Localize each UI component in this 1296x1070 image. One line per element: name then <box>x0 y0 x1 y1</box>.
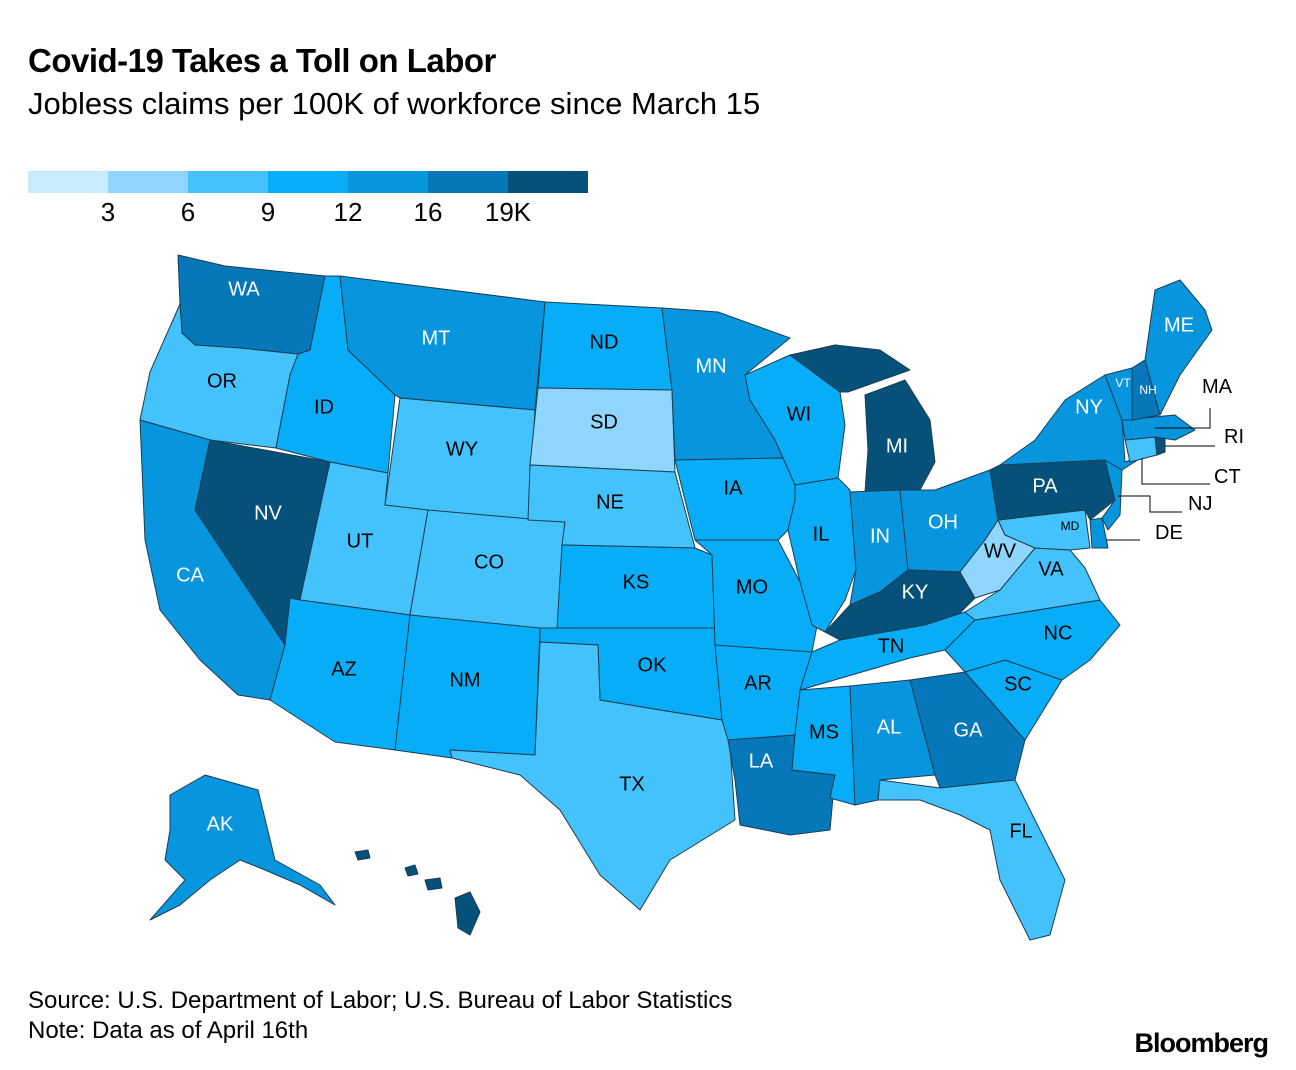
label-id: ID <box>314 396 334 418</box>
source-note: Source: U.S. Department of Labor; U.S. B… <box>28 987 733 1014</box>
legend-swatch-2 <box>188 171 268 193</box>
legend-tick-16: 16 <box>413 197 443 227</box>
label-nv: NV <box>254 502 282 524</box>
label-in: IN <box>870 525 890 547</box>
label-tn: TN <box>878 635 905 657</box>
label-ok: OK <box>638 654 668 676</box>
legend-swatch-4 <box>348 171 428 193</box>
legend-bar <box>28 171 588 193</box>
label-md: MD <box>1061 519 1080 533</box>
label-ut: UT <box>347 530 374 552</box>
label-vt: VT <box>1115 376 1131 390</box>
label-wa: WA <box>228 278 260 300</box>
label-wv: WV <box>984 540 1017 562</box>
label-la: LA <box>749 750 774 772</box>
label-fl: FL <box>1009 820 1032 842</box>
label-al: AL <box>877 716 901 738</box>
chart-subtitle: Jobless claims per 100K of workforce sin… <box>28 86 761 121</box>
label-va: VA <box>1038 558 1064 580</box>
state-labels: WA OR CA NV ID MT WY UT CO AZ NM ND SD N… <box>176 278 1194 842</box>
legend-swatch-1 <box>108 171 188 193</box>
label-sc: SC <box>1004 673 1032 695</box>
callout-label-de: DE <box>1155 522 1183 544</box>
us-choropleth-map: WA OR CA NV ID MT WY UT CO AZ NM ND SD N… <box>0 240 1296 970</box>
legend-tick-9: 9 <box>260 197 276 227</box>
state-ct[interactable] <box>1124 436 1158 463</box>
state-hi[interactable] <box>354 849 481 936</box>
label-ny: NY <box>1075 396 1103 418</box>
label-ca: CA <box>176 564 204 586</box>
label-nc: NC <box>1044 622 1073 644</box>
legend-swatch-3 <box>268 171 348 193</box>
label-mn: MN <box>695 355 726 377</box>
label-wi: WI <box>787 403 811 425</box>
callout-label-ct: CT <box>1214 466 1241 488</box>
state-wa[interactable] <box>177 254 326 355</box>
state-de[interactable] <box>1089 517 1109 549</box>
label-ne: NE <box>596 491 624 513</box>
label-oh: OH <box>928 511 958 533</box>
leader-ct <box>1141 458 1210 485</box>
legend-swatch-0 <box>28 171 108 193</box>
callout-label-ma: MA <box>1202 376 1233 398</box>
state-tx[interactable] <box>449 641 736 911</box>
bloomberg-logo: Bloomberg <box>1134 1028 1269 1058</box>
legend-tick-19k: 19K <box>484 197 532 227</box>
label-ak: AK <box>207 813 234 835</box>
state-mi[interactable] <box>789 344 936 493</box>
chart-title: Covid-19 Takes a Toll on Labor <box>28 42 496 79</box>
label-nd: ND <box>590 331 619 353</box>
legend-ticks: 3 6 9 12 16 19K <box>28 197 588 227</box>
label-co: CO <box>474 551 504 573</box>
label-ky: KY <box>902 581 929 603</box>
label-nh: NH <box>1139 383 1156 397</box>
label-il: IL <box>813 523 830 545</box>
footer: Source: U.S. Department of Labor; U.S. B… <box>28 986 732 1046</box>
callout-leaders <box>1106 408 1215 541</box>
label-nm: NM <box>449 669 480 691</box>
label-ia: IA <box>724 477 744 499</box>
legend-tick-6: 6 <box>180 197 196 227</box>
label-mo: MO <box>736 576 768 598</box>
callout-labels: MA RI CT NJ DE <box>1155 376 1244 544</box>
callout-label-nj: NJ <box>1188 493 1212 515</box>
state-fl[interactable] <box>877 779 1066 941</box>
map-svg: WA OR CA NV ID MT WY UT CO AZ NM ND SD N… <box>139 254 1244 941</box>
leader-ma <box>1155 408 1211 429</box>
state-ri[interactable] <box>1154 436 1166 456</box>
data-date-note: Note: Data as of April 16th <box>28 1017 309 1044</box>
state-wy[interactable] <box>384 397 536 526</box>
label-mi: MI <box>886 435 908 457</box>
label-ks: KS <box>623 571 650 593</box>
legend-tick-12: 12 <box>333 197 363 227</box>
label-ms: MS <box>809 721 839 743</box>
label-az: AZ <box>331 658 357 680</box>
label-or: OR <box>207 370 237 392</box>
state-ny[interactable] <box>999 374 1151 471</box>
label-ga: GA <box>954 719 984 741</box>
legend-tick-3: 3 <box>100 197 116 227</box>
label-tx: TX <box>619 773 645 795</box>
state-me[interactable] <box>1144 279 1213 416</box>
leader-nj <box>1118 495 1182 513</box>
label-pa: PA <box>1032 475 1058 497</box>
label-me: ME <box>1164 314 1194 336</box>
legend-swatch-6 <box>508 171 588 193</box>
state-ak[interactable] <box>149 774 336 921</box>
color-legend: 3 6 9 12 16 19K <box>28 171 588 231</box>
callout-label-ri: RI <box>1224 426 1244 448</box>
label-sd: SD <box>590 411 618 433</box>
label-ar: AR <box>744 672 772 694</box>
legend-swatch-5 <box>428 171 508 193</box>
label-mt: MT <box>422 327 451 349</box>
label-wy: WY <box>446 438 478 460</box>
